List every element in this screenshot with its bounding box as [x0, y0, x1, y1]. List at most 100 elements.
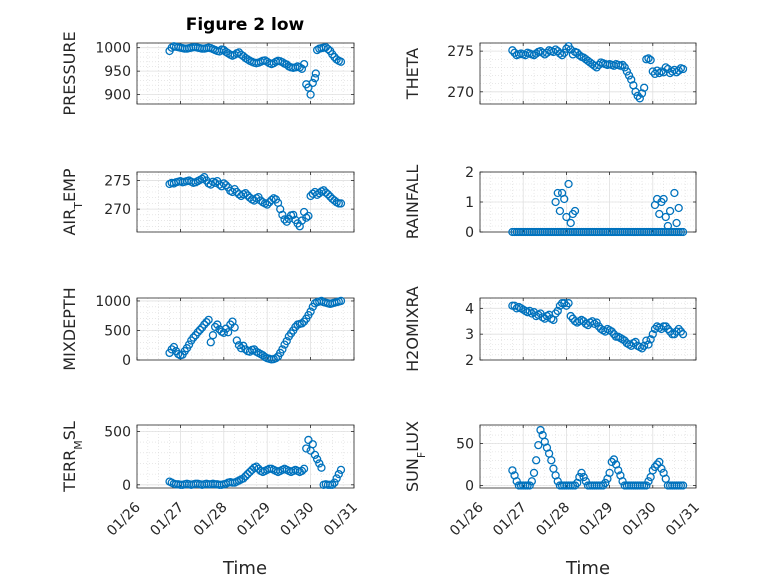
data-point	[336, 57, 346, 66]
data-point	[304, 83, 313, 92]
data-point	[588, 317, 597, 326]
data-point	[555, 49, 565, 58]
data-point	[566, 45, 575, 54]
axes-box	[136, 42, 355, 105]
data-point	[208, 331, 218, 340]
data-point	[609, 330, 619, 339]
y-tick-label: 1	[465, 195, 474, 211]
data-point	[553, 188, 562, 198]
x-tick-label: 01/28	[191, 500, 231, 540]
data-point	[219, 328, 228, 337]
data-point	[553, 306, 562, 316]
data-point	[532, 456, 541, 465]
data-point	[302, 444, 311, 453]
axes-box	[136, 171, 355, 233]
data-point	[336, 296, 346, 306]
data-point	[241, 188, 250, 198]
data-point	[601, 478, 610, 488]
data-point	[169, 342, 179, 352]
data-point	[230, 323, 239, 332]
panel-theta: 270 275 THETA	[403, 42, 697, 105]
axes-box	[136, 424, 355, 489]
data-point	[646, 55, 655, 65]
y-tick-label: 1000	[95, 294, 131, 310]
data-point	[189, 333, 198, 342]
y-tick-label: 0	[465, 225, 474, 241]
data-point	[529, 468, 539, 478]
data-point	[551, 197, 560, 207]
data-point	[605, 468, 614, 478]
x-tick-label: 01/27	[147, 500, 187, 540]
data-point	[560, 194, 569, 204]
y-tick-label: 4	[465, 301, 474, 317]
x-tick-label: 01/26	[447, 499, 487, 539]
data-point	[332, 474, 341, 483]
data-point	[570, 206, 580, 216]
data-point	[678, 330, 688, 339]
y-axis-label: SUNFLUX	[403, 421, 428, 492]
data-point	[663, 221, 673, 231]
data-point	[312, 455, 322, 464]
y-tick-label: 275	[104, 174, 131, 190]
data-point	[609, 455, 619, 464]
data-point	[566, 311, 575, 321]
data-point	[652, 460, 662, 469]
data-point	[644, 340, 653, 349]
data-point	[302, 213, 311, 222]
x-axis-label-right: Time	[565, 558, 610, 579]
data-point	[575, 472, 584, 482]
data-point	[562, 44, 571, 53]
y-tick-label: 0	[465, 478, 474, 494]
data-point	[607, 457, 616, 467]
data-point	[564, 299, 573, 308]
panel-mixdepth: 0 500 1000 MIXDEPTH	[60, 287, 355, 371]
data-point	[657, 464, 666, 473]
data-point	[237, 344, 246, 353]
data-point	[278, 345, 287, 354]
data-point	[534, 441, 543, 450]
figure-title: Figure 2 low	[186, 15, 305, 35]
data-point	[263, 200, 272, 209]
data-point	[672, 218, 681, 228]
axes-box	[136, 297, 355, 361]
data-point	[299, 59, 309, 69]
data-point	[200, 320, 209, 329]
data-point	[577, 468, 586, 478]
data-point	[280, 215, 289, 224]
data-point	[223, 328, 233, 337]
data-point	[306, 90, 315, 99]
data-point	[239, 474, 248, 483]
data-point	[308, 78, 317, 88]
data-point	[614, 466, 623, 475]
data-point	[678, 64, 688, 74]
y-tick-label: 3	[465, 327, 474, 343]
x-tick-label: 01/29	[234, 500, 274, 540]
data-point	[213, 320, 222, 329]
data-point	[674, 324, 683, 334]
data-point	[678, 227, 688, 237]
data-point	[618, 60, 627, 70]
y-axis-label: THETA	[403, 48, 422, 100]
data-point	[334, 469, 343, 479]
y-tick-label: 500	[104, 424, 131, 440]
data-point	[624, 71, 634, 80]
data-point	[278, 58, 287, 67]
y-axis-label: AIRTEMP	[60, 168, 85, 235]
data-point	[592, 63, 601, 72]
data-point	[642, 481, 651, 490]
data-point	[557, 51, 567, 60]
data-point	[299, 464, 309, 473]
data-point	[674, 66, 683, 75]
data-point	[646, 335, 655, 344]
data-point	[304, 211, 313, 221]
y-tick-label: 2	[465, 165, 474, 181]
data-point	[167, 345, 176, 354]
data-point	[206, 338, 215, 347]
data-point	[648, 330, 657, 339]
data-point	[661, 63, 670, 72]
data-point	[525, 306, 534, 316]
x-tick-label: 01/31	[663, 500, 703, 540]
y-axis-label: MIXDEPTH	[60, 287, 79, 370]
data-point	[512, 477, 521, 486]
data-point	[655, 209, 664, 219]
